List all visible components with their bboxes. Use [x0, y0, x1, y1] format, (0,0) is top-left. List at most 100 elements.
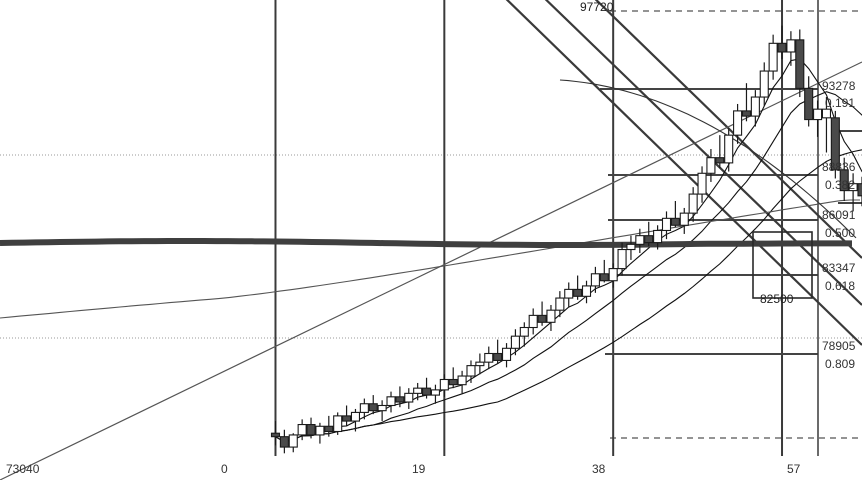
- candle-body: [608, 268, 618, 282]
- highlight-box: [752, 231, 813, 299]
- candle-body: [644, 235, 654, 244]
- candlestick: [697, 166, 707, 203]
- candlestick: [848, 173, 858, 212]
- moving-average-slow: [0, 199, 860, 319]
- candle-body: [573, 288, 583, 297]
- candle-body: [528, 314, 538, 329]
- candle-body: [501, 347, 512, 361]
- moving-average-long-thick: [0, 238, 852, 248]
- candle-body: [759, 70, 769, 98]
- candle-body: [795, 39, 805, 89]
- candlestick: [741, 83, 752, 122]
- candlestick: [279, 429, 289, 454]
- candle-body: [635, 235, 645, 245]
- candlestick: [644, 221, 654, 247]
- candlestick: [377, 400, 387, 422]
- candle-body: [848, 183, 858, 192]
- candlesticks: [270, 25, 862, 454]
- candle-body: [315, 425, 325, 436]
- fibonacci-lines: [600, 0, 862, 456]
- candle-body: [804, 87, 814, 121]
- candlestick: [759, 62, 769, 106]
- candlestick: [422, 377, 432, 399]
- candlestick: [342, 405, 352, 427]
- candlestick: [626, 235, 636, 260]
- moving-average-line-2: [275, 149, 862, 443]
- candle-body: [546, 309, 556, 323]
- candle-body: [288, 434, 298, 448]
- candle-body: [422, 387, 432, 396]
- candlestick: [404, 388, 414, 409]
- candlestick: [466, 360, 476, 383]
- candlestick: [733, 103, 743, 144]
- candle-body: [475, 361, 485, 367]
- candle-body: [404, 392, 414, 403]
- candlestick: [661, 211, 672, 240]
- candlestick: [679, 207, 689, 234]
- fib-ratio-2: 0.500: [825, 226, 856, 240]
- candle-body: [386, 396, 396, 407]
- candle-body: [670, 217, 680, 226]
- fib-ratio-3: 0.618: [825, 279, 856, 293]
- candlestick: [475, 353, 485, 375]
- candle-body: [555, 297, 565, 311]
- candlestick: [386, 391, 396, 413]
- candlestick: [555, 291, 565, 318]
- trend-channel-line-2: [594, 0, 862, 259]
- candlestick: [510, 329, 520, 356]
- candlestick: [564, 282, 574, 307]
- candlestick: [315, 422, 325, 444]
- candle-body: [430, 389, 440, 396]
- candle-body: [270, 432, 281, 438]
- candlestick: [581, 280, 592, 304]
- candlestick: [448, 367, 458, 389]
- candle-body: [324, 425, 334, 433]
- candle-body: [733, 110, 743, 136]
- candlestick: [804, 76, 814, 127]
- candlestick: [786, 31, 796, 66]
- candle-body: [697, 172, 707, 195]
- fib-price-3: 83347: [822, 261, 856, 275]
- trend-channel-line-1: [544, 0, 862, 306]
- candle-body: [821, 108, 832, 119]
- candlestick: [706, 149, 716, 182]
- x-tick-label-57: 57: [787, 462, 801, 476]
- dashed-levels: [610, 10, 862, 439]
- candlestick: [288, 433, 298, 453]
- candlestick: [599, 259, 609, 283]
- recent-range-box: [752, 231, 813, 299]
- candlestick: [795, 29, 805, 98]
- candlestick: [457, 370, 467, 394]
- candle-body: [661, 217, 672, 232]
- candlestick: [839, 157, 849, 202]
- candlestick: [359, 398, 369, 420]
- candle-body: [413, 387, 423, 394]
- x-tick-label-38: 38: [592, 462, 606, 476]
- candle-body: [484, 352, 494, 363]
- candle-body: [279, 436, 289, 448]
- candlestick: [430, 384, 440, 404]
- fib-ratio-0: 0.191: [825, 96, 856, 110]
- candlestick: [653, 225, 663, 250]
- candlestick: [724, 128, 734, 172]
- fib-ratio-4: 0.809: [825, 357, 856, 371]
- candlestick: [688, 187, 698, 222]
- candle-body: [297, 423, 307, 436]
- candlestick: [439, 374, 449, 397]
- fib-price-0: 93278: [822, 79, 856, 93]
- fib-price-4: 78905: [822, 339, 856, 353]
- candlestick: [608, 263, 618, 288]
- candlestick: [617, 242, 627, 276]
- candlestick: [750, 90, 760, 127]
- box-low-label: 82500: [760, 292, 794, 306]
- candlestick: [306, 417, 316, 439]
- candle-body: [786, 39, 796, 53]
- candle-body: [519, 326, 529, 337]
- candlestick: [670, 201, 680, 228]
- candle-body: [590, 273, 600, 287]
- candlestick: [813, 100, 823, 137]
- candlestick: [857, 176, 862, 207]
